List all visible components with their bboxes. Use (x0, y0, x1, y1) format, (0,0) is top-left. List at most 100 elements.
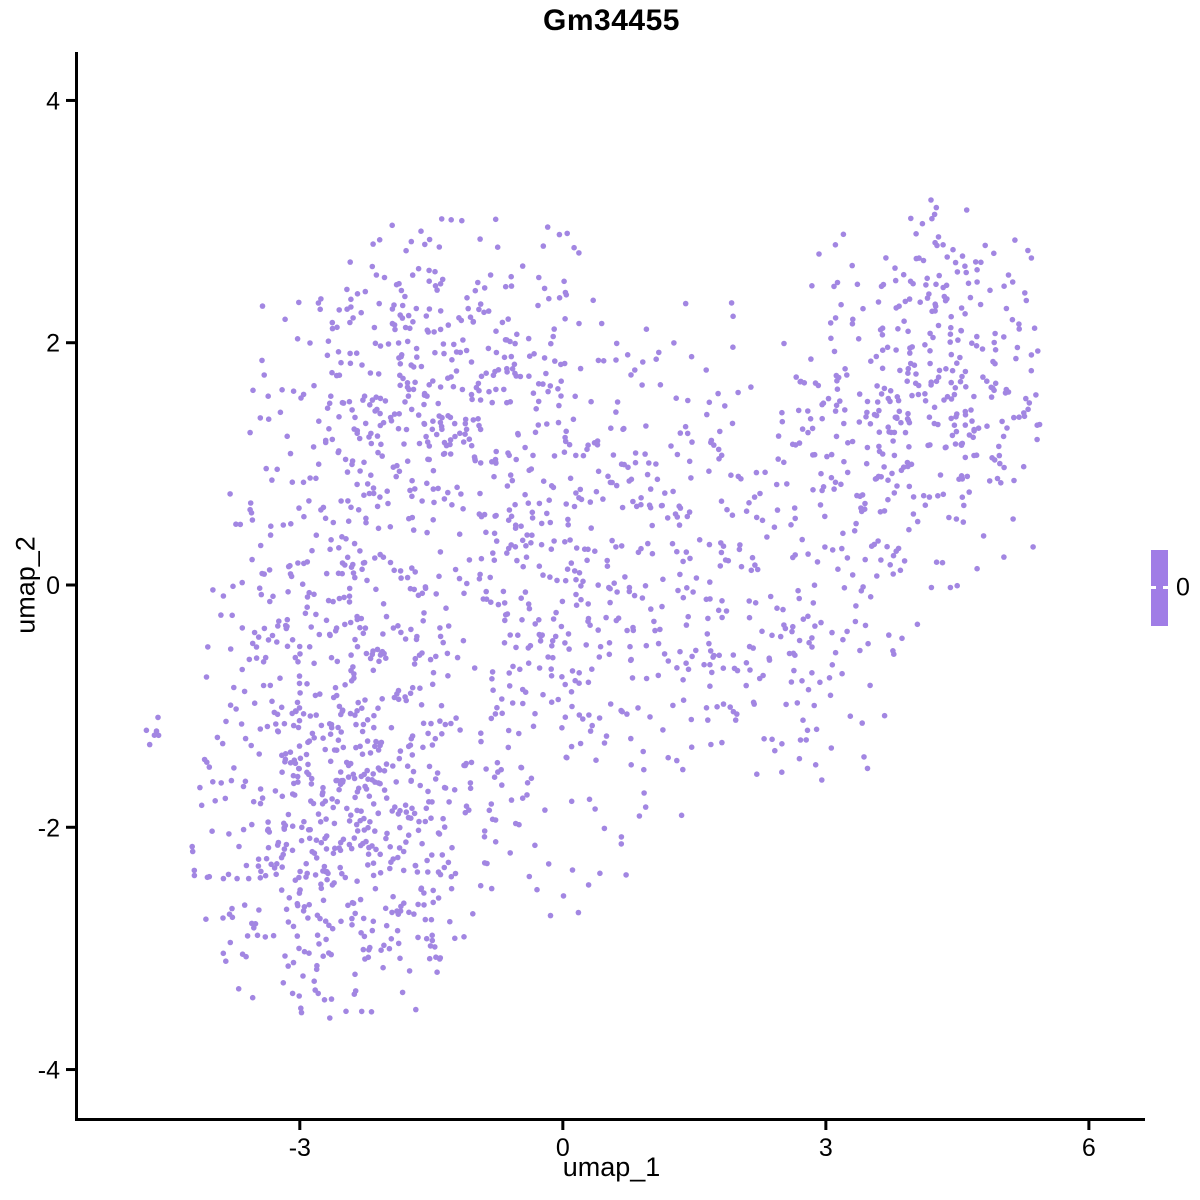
data-point (564, 754, 570, 761)
data-point (339, 399, 346, 406)
data-point (795, 407, 802, 414)
data-point (336, 703, 343, 710)
data-point (530, 723, 537, 730)
data-point (716, 652, 722, 659)
data-point (360, 560, 367, 566)
data-point (467, 314, 474, 321)
data-point (828, 474, 835, 481)
data-point (323, 816, 329, 822)
data-point (1023, 395, 1029, 402)
data-point (719, 598, 725, 604)
data-point (680, 558, 686, 565)
data-point (287, 571, 294, 577)
data-point (811, 702, 817, 709)
data-point (943, 366, 949, 372)
data-point (841, 458, 847, 465)
data-point (380, 964, 386, 971)
data-point (477, 236, 483, 242)
data-point (255, 863, 262, 869)
data-point (738, 563, 745, 570)
data-point (420, 618, 427, 624)
data-point (819, 487, 825, 494)
data-point (327, 731, 334, 737)
data-point (322, 515, 329, 522)
data-point (318, 839, 325, 846)
data-point (389, 808, 396, 814)
data-point (220, 593, 227, 599)
data-point (425, 788, 431, 795)
data-point (336, 448, 342, 454)
data-point (437, 281, 444, 287)
data-point (377, 780, 383, 787)
data-point (958, 305, 965, 311)
data-point (790, 554, 796, 561)
data-point (506, 670, 512, 676)
data-point (377, 343, 384, 349)
data-point (632, 367, 638, 373)
data-point (358, 309, 365, 316)
data-point (266, 567, 273, 573)
data-point (253, 655, 260, 661)
data-point (432, 776, 439, 782)
data-point (247, 500, 254, 506)
data-point (280, 522, 287, 528)
data-point (844, 372, 850, 378)
data-point (540, 691, 546, 698)
data-point (799, 536, 805, 543)
data-point (718, 549, 725, 556)
data-point (375, 747, 382, 753)
data-point (390, 625, 397, 631)
data-point (413, 345, 420, 352)
data-point (720, 701, 727, 707)
data-point (1023, 297, 1030, 304)
data-point (735, 389, 741, 396)
data-point (632, 450, 639, 456)
data-point (769, 632, 775, 639)
data-point (688, 744, 695, 750)
data-point (457, 430, 463, 437)
data-point (719, 739, 725, 746)
data-point (239, 579, 245, 586)
data-point (400, 848, 407, 855)
data-point (913, 255, 920, 262)
data-point (441, 864, 448, 871)
data-point (538, 520, 545, 527)
data-point (364, 577, 370, 584)
data-point (329, 319, 336, 326)
data-point (303, 860, 310, 867)
data-point (376, 300, 383, 307)
data-point (822, 513, 828, 520)
data-point (318, 881, 324, 887)
data-point (354, 481, 360, 488)
data-point (359, 728, 366, 735)
data-point (421, 401, 427, 408)
data-point (849, 262, 855, 269)
data-point (281, 846, 288, 852)
data-point (300, 479, 307, 486)
data-point (470, 417, 477, 423)
data-point (388, 418, 395, 424)
data-point (818, 470, 824, 477)
data-point (613, 617, 620, 624)
data-point (413, 305, 420, 312)
data-point (680, 766, 686, 773)
data-point (337, 769, 344, 775)
data-point (274, 842, 281, 848)
data-point (249, 920, 255, 927)
data-point (464, 580, 470, 587)
data-point (661, 651, 668, 657)
data-point (472, 287, 479, 294)
data-point (603, 614, 609, 621)
data-point (448, 720, 454, 727)
data-point (227, 702, 234, 708)
data-point (242, 735, 249, 742)
data-point (957, 378, 964, 385)
data-point (459, 386, 466, 393)
data-point (844, 469, 851, 476)
data-point (352, 910, 359, 917)
data-point (328, 393, 334, 400)
data-point (655, 672, 662, 679)
data-point (279, 769, 285, 775)
data-point (334, 777, 341, 784)
